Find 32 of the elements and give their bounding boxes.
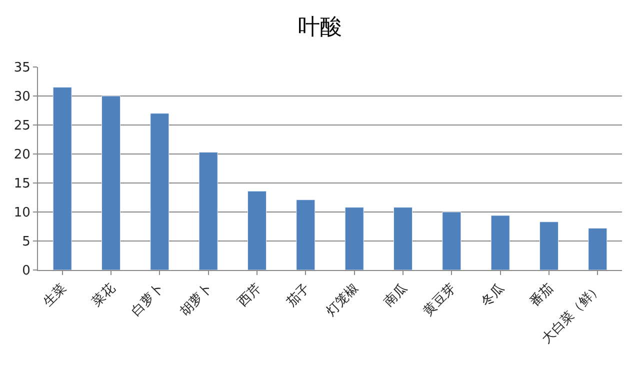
bar [198,152,218,270]
y-tick-label: 5 [22,234,30,250]
x-tick-label: 灯笼椒 [324,280,362,320]
x-tick-label: 白萝卜 [128,280,168,320]
x-tick-label: 茄子 [284,280,314,310]
bar [394,207,412,270]
y-tick-label: 0 [22,264,30,279]
chart-title: 叶酸 [298,15,342,40]
x-tick-label: 黄豆芽 [420,280,460,320]
bar [490,215,510,270]
bar [588,228,608,270]
bar [248,190,266,270]
y-tick-label: 20 [14,148,30,163]
bar [150,113,170,270]
x-tick-label: 南瓜 [381,280,410,310]
bar [102,96,120,270]
x-tick-label: 冬瓜 [478,280,508,310]
x-tick-label: 番茄 [527,280,556,310]
x-tick-label: 西芹 [235,280,264,310]
bar [296,200,316,270]
bar [540,222,558,270]
x-tick-label: 胡萝卜 [178,280,216,320]
y-tick-label: 25 [14,118,30,134]
bar [52,87,72,270]
x-tick-label: 生菜 [40,280,70,310]
x-tick-label: 菜花 [89,280,118,310]
y-tick-label: 10 [14,206,30,221]
y-tick-label: 30 [14,90,30,105]
y-tick-label: 15 [14,176,30,192]
bar [442,212,462,270]
bar [344,207,364,270]
y-tick-label: 35 [14,60,30,76]
